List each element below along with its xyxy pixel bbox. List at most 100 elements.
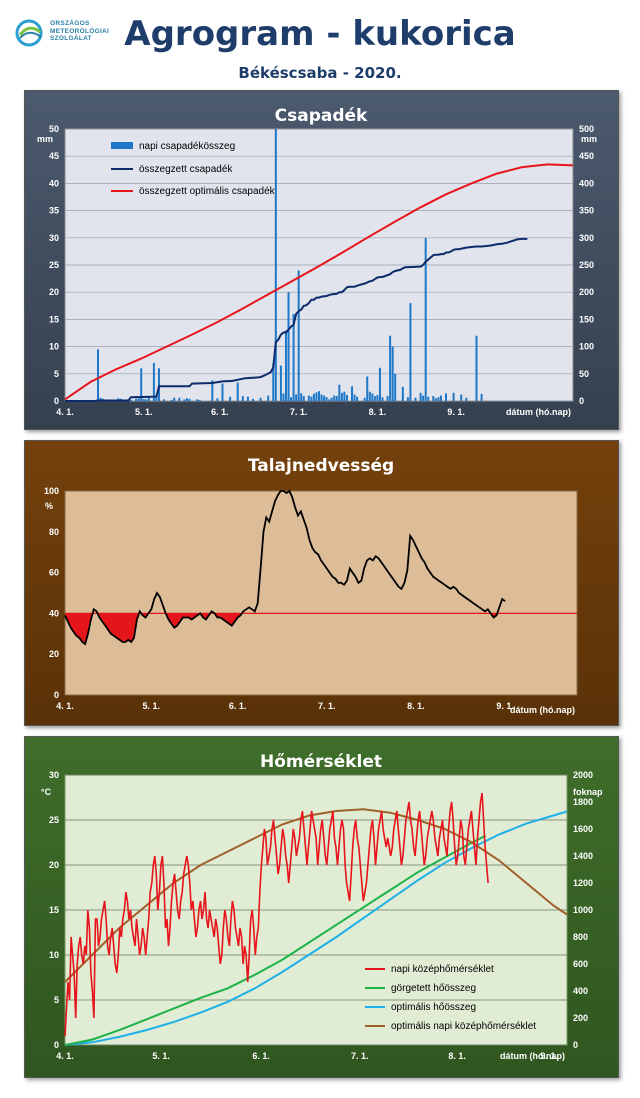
y-tick-label: 60 xyxy=(49,568,59,578)
temperature-panel: Hőmérséklet 0 5 10 15 20 25 30 0 200 400 600 800 1000… xyxy=(24,736,619,1078)
y2-tick-label: 2000 xyxy=(573,770,593,780)
legend-label: napi középhőmérséklet xyxy=(391,964,494,975)
y-axis-label: mm xyxy=(37,134,53,144)
precip-bar xyxy=(432,396,435,401)
precip-bar xyxy=(351,386,354,401)
precip-bar xyxy=(251,398,254,401)
precip-bar xyxy=(284,330,287,401)
precip-bar xyxy=(414,397,417,401)
x-tick-label: 6. 1. xyxy=(229,701,247,711)
x-tick-label: 7. 1. xyxy=(290,407,308,417)
precip-bar xyxy=(272,362,275,401)
precip-bar xyxy=(445,393,447,401)
y-tick-label: 25 xyxy=(49,815,59,825)
precip-bar xyxy=(315,392,318,401)
y2-tick-label: 800 xyxy=(573,932,588,942)
x-tick-label: 8. 1. xyxy=(448,1051,466,1061)
y2-axis-label: mm xyxy=(581,134,597,144)
precip-bar xyxy=(241,396,244,401)
y-axis-label: % xyxy=(45,501,53,511)
cumulative-precip-line xyxy=(65,237,528,402)
precip-bar xyxy=(216,398,219,401)
precip-bar xyxy=(173,397,176,401)
precip-bar xyxy=(221,383,224,401)
x-axis-label: dátum (hó.nap) xyxy=(510,705,575,715)
y2-tick-label: 250 xyxy=(579,260,594,270)
precip-bar xyxy=(434,398,437,401)
precip-bar xyxy=(419,392,422,401)
precip-bar xyxy=(452,392,455,401)
y2-tick-label: 300 xyxy=(579,233,594,243)
legend-swatch-bars xyxy=(111,142,133,149)
x-tick-label: 8. 1. xyxy=(369,407,387,417)
precip-bar xyxy=(307,395,310,401)
y-tick-label: 100 xyxy=(44,486,59,496)
optimal-heat-sum-line xyxy=(64,810,568,1046)
y-tick-label: 0 xyxy=(54,1040,59,1050)
legend-label: görgetett hőösszeg xyxy=(391,983,476,994)
precip-bar xyxy=(236,382,239,401)
precip-bar xyxy=(330,397,333,401)
precipitation-chart: Csapadék05101520253035404550050100150200… xyxy=(37,106,597,417)
page-title: Agrogram - kukorica xyxy=(124,14,516,54)
precip-bar xyxy=(155,395,158,401)
soil-moisture-chart: Talajnedvesség 0 20 40 60 80 100% 4. 1. 5. 1. 6. … xyxy=(44,456,578,715)
precip-bar xyxy=(368,391,371,401)
precip-bar xyxy=(318,391,320,401)
precip-bar xyxy=(178,397,181,401)
precip-bar xyxy=(345,395,348,401)
legend-label: napi csapadékösszeg xyxy=(139,141,235,152)
y2-tick-label: 150 xyxy=(579,314,594,324)
precip-bar xyxy=(279,365,282,401)
y2-tick-label: 1600 xyxy=(573,824,593,834)
precip-bar xyxy=(424,237,427,401)
y2-tick-label: 400 xyxy=(579,178,594,188)
y2-tick-label: 0 xyxy=(579,396,584,406)
precip-bar xyxy=(338,384,341,401)
chart-title: Hőmérséklet xyxy=(260,752,382,772)
precip-bar xyxy=(371,393,374,401)
precip-bar xyxy=(353,394,356,401)
precip-bar xyxy=(480,393,483,401)
y-tick-label: 30 xyxy=(49,233,59,243)
y-tick-label: 20 xyxy=(49,860,59,870)
x-tick-label: 9. 1. xyxy=(541,1051,559,1061)
precip-bar xyxy=(163,399,166,401)
precip-bar xyxy=(137,398,140,401)
chart-title: Csapadék xyxy=(275,106,368,126)
precip-bar xyxy=(366,376,369,401)
precip-bar xyxy=(401,386,404,401)
precip-bar xyxy=(211,380,214,401)
y-tick-label: 20 xyxy=(49,649,59,659)
precip-bar xyxy=(373,396,376,401)
precip-bar xyxy=(343,391,346,401)
daily-mean-temp-line xyxy=(64,792,489,1037)
page-subtitle: Békéscsaba - 2020. xyxy=(238,64,402,82)
precip-bar xyxy=(157,368,160,401)
y-tick-label: 10 xyxy=(49,342,59,352)
y-tick-label: 40 xyxy=(49,608,59,618)
precip-bar xyxy=(282,393,285,401)
y2-tick-label: 600 xyxy=(573,959,588,969)
soil-moisture-panel: Talajnedvesség 0 20 40 60 80 100% 4. 1. 5. 1. 6. … xyxy=(24,440,619,726)
precip-bar xyxy=(130,399,133,401)
plot-area xyxy=(64,490,578,696)
precip-bar xyxy=(185,398,188,401)
precip-bar xyxy=(389,335,392,401)
precip-bar xyxy=(99,397,102,401)
y2-tick-label: 1400 xyxy=(573,851,593,861)
rolling-heat-sum-line xyxy=(64,834,487,1046)
precip-bar xyxy=(465,397,468,401)
omsz-logo-icon xyxy=(15,19,43,47)
precip-bar xyxy=(140,368,143,401)
y-axis-label: °C xyxy=(41,787,52,797)
optimal-cumulative-line xyxy=(64,163,574,401)
y-tick-label: 25 xyxy=(49,260,59,270)
y2-tick-label: 450 xyxy=(579,151,594,161)
y2-axis-label: foknap xyxy=(573,787,603,797)
precip-bar xyxy=(183,399,186,401)
x-tick-label: 5. 1. xyxy=(143,701,161,711)
x-tick-label: 6. 1. xyxy=(252,1051,270,1061)
precip-bar xyxy=(229,396,232,401)
omsz-logo: ORSZÁGOS METEOROLÓGIAI SZOLGÁLAT xyxy=(14,18,124,58)
